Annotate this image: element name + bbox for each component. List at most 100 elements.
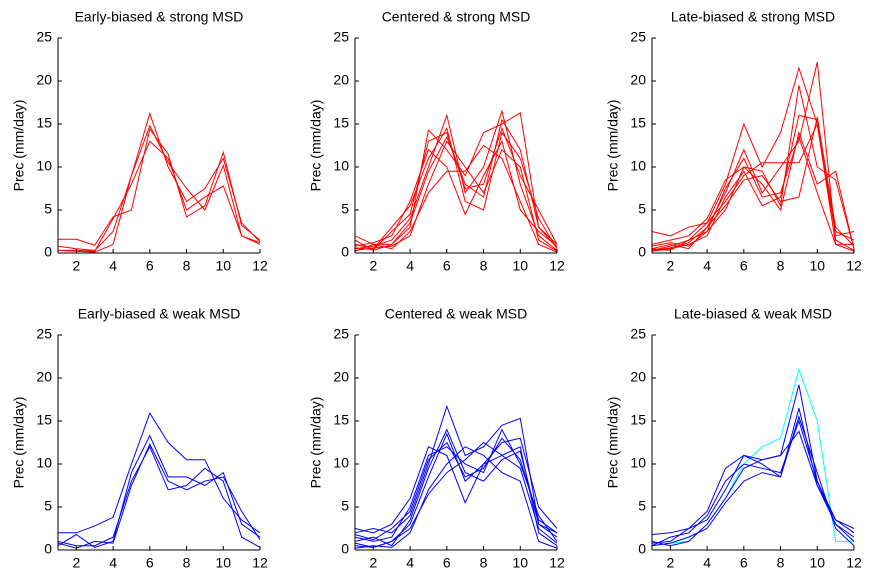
y-tick-label: 15: [630, 115, 646, 131]
line: [651, 407, 855, 544]
y-tick-label: 25: [36, 326, 52, 342]
line: [651, 117, 855, 251]
y-tick-label: 0: [44, 541, 52, 557]
panel-title: Late-biased & strong MSD: [671, 9, 835, 25]
x-tick-label: 12: [252, 555, 268, 571]
line: [58, 412, 261, 534]
y-tick-label: 10: [36, 455, 52, 471]
line: [57, 124, 261, 253]
y-tick-label: 20: [36, 369, 52, 385]
y-tick-label: 5: [341, 498, 349, 514]
x-tick-label: 4: [406, 555, 414, 571]
panel-title: Late-biased & weak MSD: [674, 306, 832, 322]
y-tick-label: 15: [333, 115, 349, 131]
x-tick-label: 8: [480, 258, 488, 274]
line: [354, 428, 558, 547]
line: [354, 112, 558, 245]
x-tick-label: 4: [703, 555, 711, 571]
line: [651, 419, 855, 547]
x-tick-label: 8: [183, 258, 191, 274]
x-tick-label: 6: [443, 258, 451, 274]
y-tick-label: 10: [333, 455, 349, 471]
x-tick-label: 10: [215, 258, 231, 274]
x-tick-label: 8: [183, 555, 191, 571]
x-tick-label: 4: [109, 555, 117, 571]
y-tick-label: 25: [630, 29, 646, 45]
line: [651, 130, 855, 249]
line: [354, 140, 558, 252]
line: [57, 445, 261, 548]
y-axis-label: Prec (mm/day): [605, 397, 621, 489]
y-tick-label: 10: [630, 455, 646, 471]
y-tick-label: 5: [341, 201, 349, 217]
line: [57, 443, 261, 549]
line: [354, 118, 558, 251]
line: [354, 144, 558, 253]
y-tick-label: 5: [638, 201, 646, 217]
line: [354, 139, 558, 247]
y-tick-label: 0: [44, 244, 52, 260]
line: [354, 437, 558, 541]
x-tick-label: 12: [846, 555, 862, 571]
x-tick-label: 2: [369, 555, 377, 571]
line: [354, 437, 558, 534]
y-tick-label: 10: [36, 158, 52, 174]
line: [57, 112, 261, 251]
y-tick-label: 20: [333, 72, 349, 88]
x-tick-label: 10: [809, 555, 825, 571]
y-tick-label: 20: [333, 369, 349, 385]
y-tick-label: 0: [638, 541, 646, 557]
x-tick-label: 10: [512, 258, 528, 274]
x-tick-label: 6: [146, 258, 154, 274]
y-axis-label: Prec (mm/day): [11, 397, 27, 489]
panel-title: Centered & strong MSD: [382, 9, 531, 25]
x-tick-label: 4: [703, 258, 711, 274]
x-tick-label: 6: [740, 258, 748, 274]
x-tick-label: 2: [666, 258, 674, 274]
panel-title: Early-biased & weak MSD: [78, 306, 241, 322]
line: [651, 61, 855, 251]
line: [354, 446, 558, 549]
x-tick-label: 12: [549, 555, 565, 571]
y-tick-label: 15: [333, 412, 349, 428]
line: [354, 404, 558, 534]
x-tick-label: 8: [777, 258, 785, 274]
x-tick-label: 10: [512, 555, 528, 571]
x-tick-label: 12: [549, 258, 565, 274]
line: [354, 127, 558, 250]
line: [58, 140, 261, 252]
x-tick-label: 2: [72, 555, 80, 571]
x-tick-label: 12: [252, 258, 268, 274]
line: [354, 428, 558, 542]
y-axis-label: Prec (mm/day): [605, 100, 621, 192]
x-tick-label: 4: [109, 258, 117, 274]
y-tick-label: 20: [36, 72, 52, 88]
panel-title: Early-biased & strong MSD: [75, 9, 244, 25]
line: [58, 127, 261, 246]
y-tick-label: 15: [630, 412, 646, 428]
x-tick-label: 6: [146, 555, 154, 571]
x-tick-label: 8: [777, 555, 785, 571]
y-axis-label: Prec (mm/day): [11, 100, 27, 192]
x-tick-label: 10: [215, 555, 231, 571]
panel-title: Centered & weak MSD: [385, 306, 527, 322]
y-tick-label: 5: [638, 498, 646, 514]
line: [57, 434, 261, 548]
y-axis-label: Prec (mm/day): [308, 100, 324, 192]
x-tick-label: 6: [740, 555, 748, 571]
y-tick-label: 10: [333, 158, 349, 174]
line: [354, 126, 558, 251]
y-tick-label: 0: [341, 541, 349, 557]
y-tick-label: 5: [44, 201, 52, 217]
y-tick-label: 15: [36, 412, 52, 428]
x-tick-label: 8: [480, 555, 488, 571]
y-tick-label: 25: [36, 29, 52, 45]
y-tick-label: 20: [630, 72, 646, 88]
x-tick-label: 12: [846, 258, 862, 274]
x-tick-label: 4: [406, 258, 414, 274]
line: [651, 415, 855, 547]
x-tick-label: 6: [443, 555, 451, 571]
line: [651, 114, 855, 252]
